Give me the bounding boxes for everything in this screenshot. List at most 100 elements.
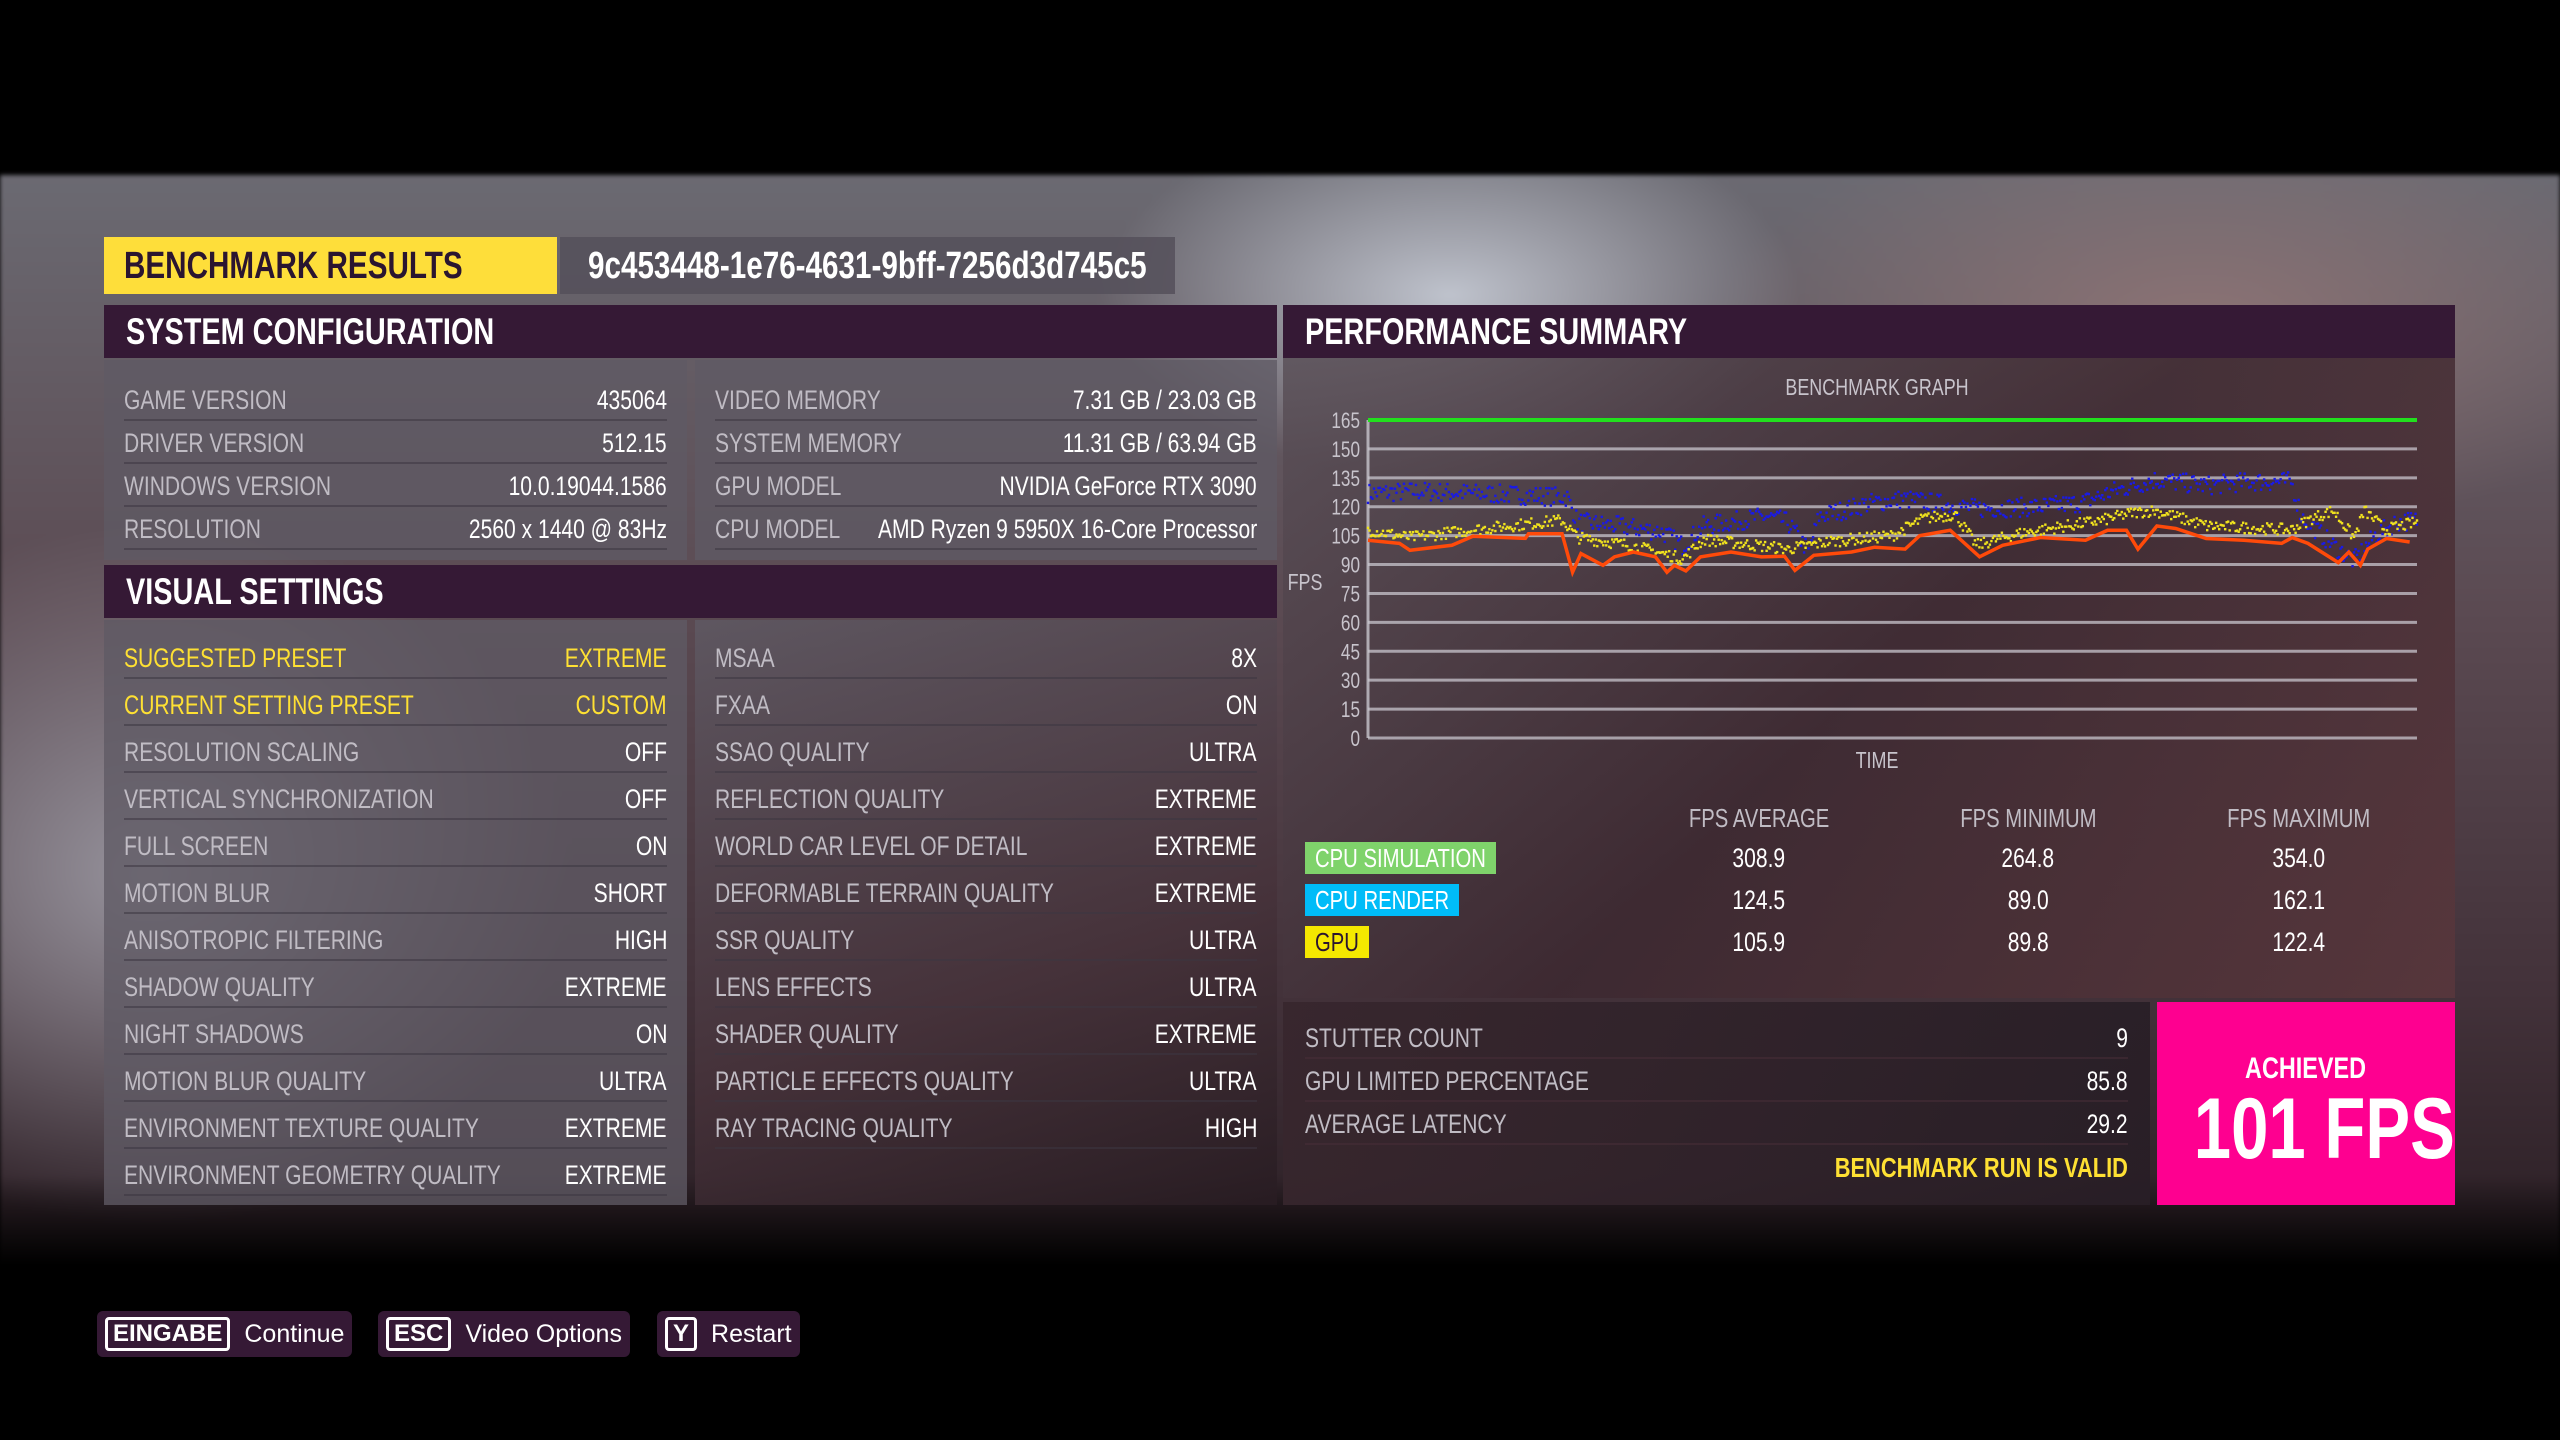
data-point xyxy=(1503,500,1506,503)
data-point xyxy=(2304,525,2308,529)
y-tick-label: 90 xyxy=(1341,554,1360,579)
data-point xyxy=(1721,529,1725,532)
data-point xyxy=(1813,522,1816,526)
data-point xyxy=(2228,529,2231,532)
data-point xyxy=(1438,482,1442,486)
data-point xyxy=(1964,524,1968,528)
data-point xyxy=(1816,546,1819,549)
data-point xyxy=(2047,504,2050,508)
data-point xyxy=(1618,522,1621,525)
data-point xyxy=(1399,535,1403,539)
data-point xyxy=(1982,536,1986,539)
data-point xyxy=(1425,489,1428,492)
data-point xyxy=(1741,528,1744,531)
data-point xyxy=(1542,525,1545,528)
data-point xyxy=(2243,472,2246,475)
data-point xyxy=(1368,529,1371,532)
data-point xyxy=(1522,502,1526,505)
data-point xyxy=(2318,518,2321,521)
data-point xyxy=(2273,477,2276,481)
data-point xyxy=(2191,475,2194,479)
data-point xyxy=(1435,535,1439,538)
data-point xyxy=(1835,537,1839,540)
data-point xyxy=(2186,491,2189,494)
stat-row: STUTTER COUNT 9 xyxy=(1305,1016,2128,1059)
data-point xyxy=(1768,514,1771,518)
setting-label: RAY TRACING QUALITY xyxy=(715,1113,953,1143)
fps-value: 89.0 xyxy=(2007,885,2049,915)
data-point xyxy=(1777,511,1780,515)
data-point xyxy=(1512,485,1515,489)
data-point xyxy=(1528,521,1532,524)
data-point xyxy=(1979,538,1983,542)
data-point xyxy=(2030,500,2034,504)
data-point xyxy=(1531,527,1535,530)
setting-row: SYSTEM MEMORY 11.31 GB / 63.94 GB xyxy=(715,421,1257,464)
data-point xyxy=(2396,527,2399,531)
data-point xyxy=(1654,552,1657,555)
data-point xyxy=(1768,547,1771,550)
data-point xyxy=(1861,540,1864,543)
data-point xyxy=(2408,515,2411,518)
data-point xyxy=(2014,508,2017,511)
stat-label: AVERAGE LATENCY xyxy=(1305,1109,1507,1139)
data-point xyxy=(1453,526,1457,529)
data-point xyxy=(2110,515,2113,518)
data-point xyxy=(1766,546,1770,549)
data-point xyxy=(1691,543,1695,547)
data-point xyxy=(1584,514,1587,518)
data-point xyxy=(2017,500,2020,503)
data-point xyxy=(1551,524,1554,527)
setting-label: WINDOWS VERSION xyxy=(124,471,332,501)
data-point xyxy=(1703,526,1707,529)
visual-settings-right-panel: MSAA 8X FXAA ON SSAO QUALITY ULTRA REFLECTION … xyxy=(695,620,1277,1205)
data-point xyxy=(1605,544,1608,547)
data-point xyxy=(2192,518,2195,521)
data-point xyxy=(2303,523,2306,526)
setting-row: LENS EFFECTS ULTRA xyxy=(715,965,1257,1008)
data-point xyxy=(1612,540,1615,544)
data-point xyxy=(2291,524,2294,528)
data-point xyxy=(1811,536,1815,539)
data-point xyxy=(1672,553,1675,556)
data-point xyxy=(2204,519,2207,523)
data-point xyxy=(1685,554,1689,557)
data-point xyxy=(2250,527,2254,531)
data-point xyxy=(2214,521,2218,525)
footer-button-continue[interactable]: EINGABE Continue xyxy=(97,1311,353,1357)
data-point xyxy=(2126,493,2129,496)
data-point xyxy=(2137,485,2140,488)
data-point xyxy=(2165,478,2168,481)
data-point xyxy=(1548,486,1551,490)
data-point xyxy=(1907,506,1911,509)
data-point xyxy=(2188,489,2191,493)
data-point xyxy=(2179,512,2182,516)
data-point xyxy=(2077,507,2080,511)
data-point xyxy=(1870,492,1873,496)
benchmark-results-title: BENCHMARK RESULTS xyxy=(104,237,557,294)
data-point xyxy=(1570,506,1574,510)
data-point xyxy=(1726,527,1729,530)
data-point xyxy=(2249,532,2252,535)
setting-label: ENVIRONMENT GEOMETRY QUALITY xyxy=(124,1160,501,1190)
data-point xyxy=(2120,485,2123,488)
data-point xyxy=(1928,492,1932,495)
data-point xyxy=(2367,542,2371,545)
data-point xyxy=(1413,493,1416,496)
data-point xyxy=(1530,517,1533,520)
setting-value: SHORT xyxy=(593,878,667,908)
data-point xyxy=(2072,496,2076,499)
footer-button-restart[interactable]: Y Restart xyxy=(657,1311,800,1357)
data-point xyxy=(2301,513,2305,516)
data-point xyxy=(1401,534,1404,537)
data-point xyxy=(1895,537,1899,540)
data-point xyxy=(1621,544,1624,547)
data-point xyxy=(2179,473,2182,477)
data-point xyxy=(1573,521,1577,524)
data-point xyxy=(2253,489,2257,492)
data-point xyxy=(1885,505,1888,508)
series-line xyxy=(1367,524,2410,578)
data-point xyxy=(2123,512,2126,515)
footer-button-video-options[interactable]: ESC Video Options xyxy=(378,1311,630,1357)
data-point xyxy=(2132,481,2135,484)
